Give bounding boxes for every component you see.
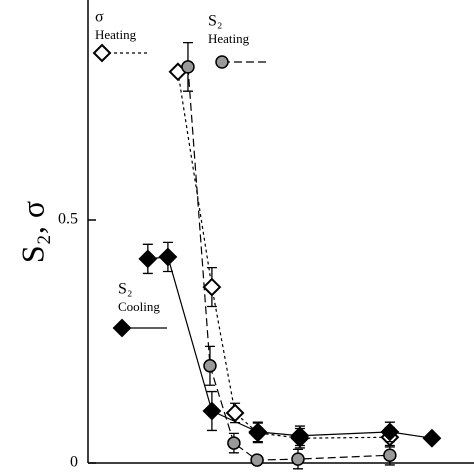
legend-marker xyxy=(112,318,132,338)
y-tick-label: 0.5 xyxy=(58,211,78,228)
y-axis-label: S₂, σ xyxy=(14,201,50,263)
data-point xyxy=(250,453,264,467)
legend-symbol-label: S₂ xyxy=(208,13,222,30)
legend-condition: Cooling xyxy=(118,299,160,314)
series-line xyxy=(177,71,390,439)
legend-condition: Heating xyxy=(208,31,250,46)
data-point xyxy=(248,422,268,442)
data-point xyxy=(138,249,158,269)
y-tick-label: 0 xyxy=(70,454,78,471)
legend-marker xyxy=(92,43,112,63)
data-point xyxy=(383,448,397,462)
data-point xyxy=(181,60,195,74)
data-point xyxy=(380,422,400,442)
data-point xyxy=(203,359,217,373)
legend-symbol-label: S₂ xyxy=(118,281,132,298)
data-point xyxy=(158,247,178,267)
data-point xyxy=(227,436,241,450)
series-line xyxy=(147,256,433,439)
legend-marker xyxy=(215,55,229,69)
data-point xyxy=(202,401,222,421)
series-line xyxy=(187,66,390,461)
legend-condition: Heating xyxy=(95,27,137,42)
legend-symbol-label: σ xyxy=(95,9,104,26)
data-point xyxy=(202,277,222,297)
data-point xyxy=(290,426,310,446)
data-point xyxy=(422,428,442,448)
data-point xyxy=(291,452,305,466)
